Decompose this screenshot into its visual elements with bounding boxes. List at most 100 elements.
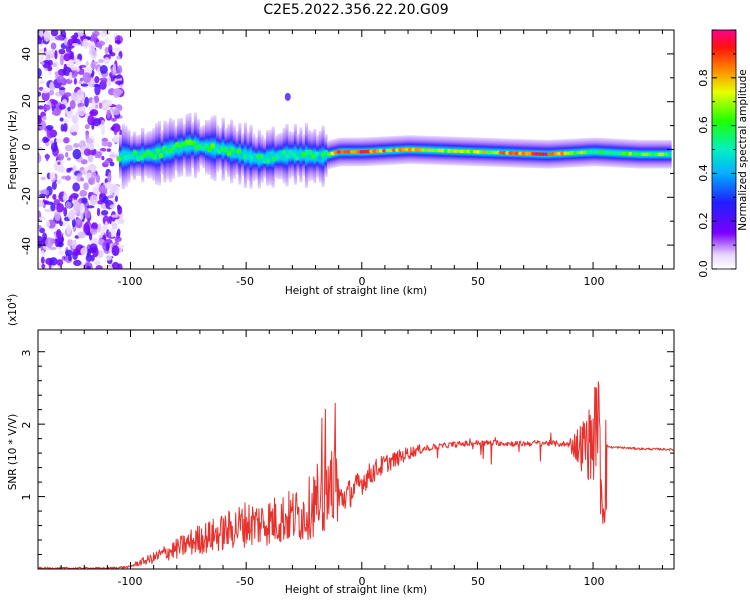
noise-blob — [109, 49, 113, 55]
snr-series-line — [38, 381, 674, 569]
noise-blob — [79, 203, 85, 214]
noise-blob — [38, 262, 41, 268]
chart-title: C2E5.2022.356.22.20.G09 — [263, 2, 448, 18]
noise-blob — [57, 165, 66, 173]
colorbar-tick-label: 0.2 — [697, 212, 710, 230]
noise-blob — [95, 174, 101, 183]
noise-blob — [42, 115, 47, 121]
noise-blob — [43, 30, 51, 42]
signal-core-point — [161, 145, 167, 151]
noise-blob — [45, 237, 54, 248]
signal-core-point — [203, 143, 209, 149]
noise-blob — [104, 46, 109, 55]
top-x-tick-label: -100 — [118, 275, 143, 288]
noise-blob — [38, 142, 41, 147]
noise-blob — [98, 102, 103, 110]
noise-blob — [80, 177, 84, 182]
noise-blob — [74, 111, 79, 122]
noise-blob — [63, 53, 71, 62]
noise-blob — [97, 124, 106, 129]
noise-blob — [40, 176, 46, 181]
bottom-y-tick-label: 3 — [20, 350, 33, 357]
noise-blob — [55, 60, 59, 71]
bottom-x-tick-label: -100 — [118, 575, 143, 588]
noise-blob — [51, 181, 57, 190]
noise-blob — [50, 30, 59, 37]
noise-blob — [73, 201, 81, 212]
noise-blob — [89, 243, 98, 252]
top-y-tick-label: 20 — [20, 94, 33, 108]
noise-blob — [39, 30, 44, 38]
noise-blob — [101, 156, 105, 161]
noise-blob — [49, 246, 57, 251]
noise-blob — [50, 42, 57, 50]
noise-blob — [38, 105, 45, 110]
noise-blob — [100, 119, 105, 127]
bottom-x-tick-label: 100 — [584, 575, 605, 588]
noise-blob — [93, 95, 100, 103]
noise-blob — [116, 204, 121, 211]
noise-blob — [108, 215, 112, 225]
signal-core-point — [216, 149, 222, 155]
bottom-x-axis-label: Height of straight line (km) — [285, 584, 427, 596]
top-x-axis-label: Height of straight line (km) — [285, 285, 427, 297]
noise-blob — [57, 161, 61, 166]
noise-blob — [65, 151, 69, 158]
noise-blob — [114, 237, 119, 244]
noise-blob — [104, 100, 113, 107]
signal-band-column — [668, 139, 672, 169]
bottom-plot-frame — [37, 329, 675, 570]
noise-blob — [99, 65, 108, 74]
noise-blob — [72, 175, 78, 180]
signal-band-column — [155, 123, 159, 185]
signal-core-point — [148, 151, 154, 158]
noise-blob — [82, 38, 90, 49]
noise-blob — [77, 231, 87, 239]
noise-blob — [91, 98, 95, 109]
noise-blob — [68, 59, 75, 69]
signal-band-column — [185, 114, 189, 177]
noise-blob — [104, 159, 109, 165]
noise-blob — [109, 154, 118, 158]
noise-blob — [43, 104, 51, 111]
signal-band-column — [268, 129, 273, 186]
colorbar-label: Normalized spectral amplitude — [737, 69, 749, 230]
bottom-ticks — [37, 330, 674, 569]
signal-core-point — [223, 147, 229, 153]
noise-blob — [63, 206, 68, 217]
noise-blob — [89, 194, 98, 206]
noise-blob — [110, 117, 117, 122]
signal-band-column — [263, 138, 267, 179]
noise-blob — [38, 68, 42, 78]
signal-core-point — [236, 148, 242, 154]
noise-blob — [116, 55, 121, 60]
noise-blob — [85, 60, 89, 67]
top-x-tick-label: 0 — [359, 275, 366, 288]
noise-blob — [41, 263, 46, 269]
noise-blob — [49, 82, 55, 90]
noise-blob — [38, 153, 42, 164]
noise-blob — [88, 41, 96, 51]
colorbar-tick-label: 0.0 — [697, 260, 710, 278]
signal-core-point — [116, 156, 122, 162]
noise-blob — [97, 223, 102, 233]
noise-blob — [56, 203, 65, 213]
noise-blob — [49, 171, 55, 181]
noise-blob — [43, 138, 50, 142]
noise-blob — [76, 217, 81, 226]
noise-blob — [71, 131, 78, 136]
noise-blob — [56, 179, 62, 185]
colorbar: 0.0 0.2 0.4 0.6 0.8 Normalized spectral … — [697, 29, 749, 278]
signal-core-point — [268, 151, 274, 157]
top-y-tick-label: 0 — [20, 144, 33, 151]
noise-blob — [38, 193, 47, 198]
noise-blob — [38, 48, 44, 52]
noise-blob — [81, 197, 88, 204]
noise-blob — [113, 75, 122, 79]
noise-blob — [64, 249, 74, 257]
noise-blob — [109, 204, 116, 209]
noise-blob — [72, 148, 82, 160]
noise-blob — [55, 138, 63, 143]
signal-core-point — [284, 153, 290, 159]
signal-band-column — [266, 130, 270, 186]
